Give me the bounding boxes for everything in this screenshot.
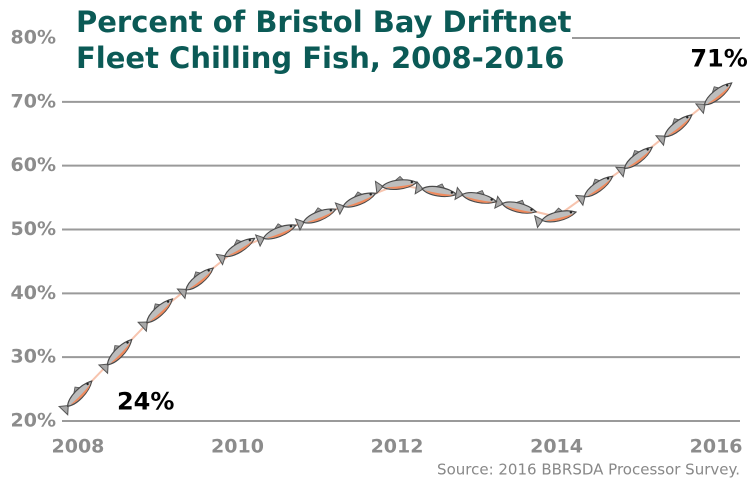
fish [533,207,578,229]
fish-body [461,192,498,204]
fish [176,267,215,300]
fish-tail [614,166,626,178]
y-tick-label: 70% [11,90,56,112]
fish [494,195,538,214]
fish-tail [215,253,227,266]
fish-eye [126,341,129,344]
fish [374,175,419,195]
fish-body [381,179,419,191]
fish-belly [545,213,574,222]
y-tick-label: 30% [11,346,56,368]
chart-title: Percent of Bristol Bay Driftnet [76,5,572,39]
fish-eye [686,116,689,119]
fish-body [302,208,337,224]
fish-eye [450,191,454,194]
chart-title: Fleet Chilling Fish, 2008-2016 [76,41,564,75]
fish [614,146,654,178]
fish-body [541,210,578,223]
fish-tail [574,194,586,207]
fish-eye [329,209,333,212]
fish [574,175,614,207]
fish-tail [334,202,345,216]
fish-body [106,338,133,366]
fish-body [583,175,614,198]
fish-tail [97,363,109,375]
fish-body [66,380,93,407]
fish-eye [490,198,493,201]
fish-eye [410,180,413,184]
fish-tail [176,288,188,300]
fish-tail [654,135,666,147]
fish-belly [385,183,415,189]
y-tick-label: 40% [11,282,56,304]
fish-body [663,114,693,138]
value-label: 71% [690,44,747,72]
y-tick-label: 60% [11,154,56,176]
fish [334,191,377,216]
fish-body [342,192,377,208]
x-tick-label: 2016 [690,436,743,458]
y-tick-label: 20% [11,410,56,432]
fish-body [262,224,298,240]
x-tick-label: 2008 [52,436,105,458]
grid [62,37,740,422]
fish-eye [569,211,573,214]
fish-eye [530,208,533,211]
fish-body [623,146,654,169]
fish-belly [424,190,454,197]
value-label: 24% [117,387,174,415]
fish-eye [166,300,170,303]
source-note: Source: 2016 BBRSDA Processor Survey. [437,461,740,479]
fish-eye [289,224,293,228]
fish-body [501,201,538,214]
fish [654,114,693,147]
fish-eye [606,177,610,180]
fish-tail [254,234,266,248]
fish-tail [533,214,544,229]
fish-body [185,267,215,291]
fish-eye [248,238,252,242]
x-tick-label: 2012 [371,436,424,458]
fish [137,298,174,333]
fish [694,82,733,115]
x-tick-label: 2010 [211,436,264,458]
fish-tail [137,321,148,333]
fish-tail [694,103,706,115]
title-backdrop [62,0,572,75]
fish-body [703,82,733,106]
fish-tail [414,180,424,195]
trend-line [77,94,717,397]
fish-tail [374,180,384,195]
fish [57,380,93,416]
fish-body [223,237,256,258]
fish [294,207,337,232]
fish-tail [494,195,504,210]
fish-eye [725,84,729,87]
fish-belly [464,196,494,203]
fish-body [146,298,174,324]
fish-tail [454,186,464,201]
fish [454,186,498,204]
fish-eye [86,382,89,386]
fish [254,223,298,248]
fish [414,180,458,197]
fish [215,237,256,266]
x-tick-label: 2014 [530,436,583,458]
fish-eye [646,148,649,151]
fish-eye [207,269,210,272]
fish-tail [294,218,305,232]
fish [97,338,133,375]
fish-belly [504,205,533,213]
y-tick-label: 50% [11,218,56,240]
fish-eye [369,193,372,196]
fish-tail [57,405,69,416]
y-tick-label: 80% [11,27,56,49]
